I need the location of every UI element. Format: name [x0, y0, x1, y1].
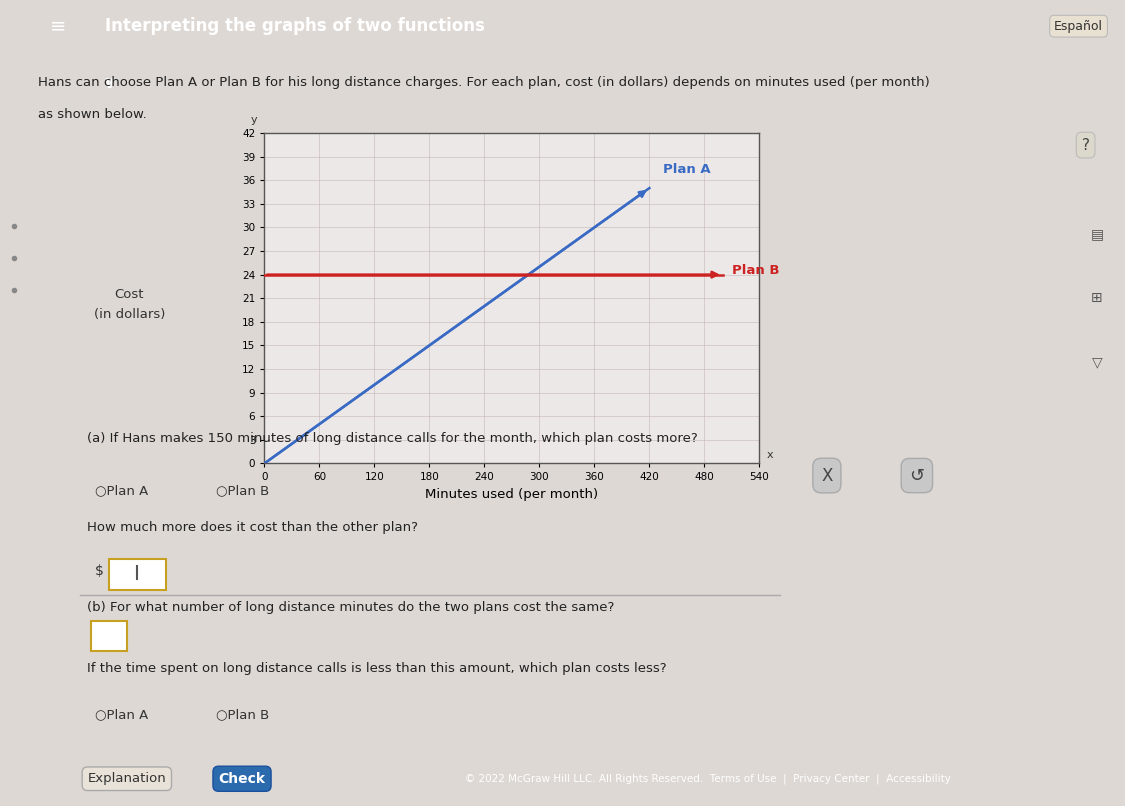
Text: y: y: [251, 115, 256, 125]
Text: ○Plan B: ○Plan B: [216, 708, 269, 721]
Text: as shown below.: as shown below.: [38, 108, 146, 121]
FancyBboxPatch shape: [109, 559, 166, 590]
Text: $: $: [94, 564, 104, 578]
Text: ↺: ↺: [909, 467, 925, 484]
Text: ○Plan A: ○Plan A: [94, 708, 147, 721]
Text: ≡: ≡: [51, 17, 66, 35]
Text: (in dollars): (in dollars): [93, 308, 165, 321]
Text: Plan A: Plan A: [663, 164, 711, 177]
Text: If the time spent on long distance calls is less than this amount, which plan co: If the time spent on long distance calls…: [88, 662, 667, 675]
Text: © 2022 McGraw Hill LLC. All Rights Reserved.  Terms of Use  |  Privacy Center  |: © 2022 McGraw Hill LLC. All Rights Reser…: [466, 774, 951, 784]
Text: ○Plan A: ○Plan A: [94, 484, 147, 497]
Text: Español: Español: [1054, 19, 1102, 33]
Text: Check: Check: [218, 772, 266, 786]
Text: X: X: [821, 467, 832, 484]
Text: ∨: ∨: [104, 73, 117, 92]
Text: Plan B: Plan B: [732, 264, 780, 277]
Text: (a) If Hans makes 150 minutes of long distance calls for the month, which plan c: (a) If Hans makes 150 minutes of long di…: [88, 432, 699, 446]
Text: x: x: [767, 450, 773, 459]
Text: Explanation: Explanation: [88, 772, 166, 785]
Text: Hans can choose Plan A or Plan B for his long distance charges. For each plan, c: Hans can choose Plan A or Plan B for his…: [38, 76, 929, 89]
FancyBboxPatch shape: [91, 621, 127, 651]
Text: ▽: ▽: [1091, 355, 1102, 370]
Text: Cost: Cost: [115, 288, 144, 301]
Text: ⊞: ⊞: [1091, 291, 1102, 305]
Text: ?: ?: [1081, 138, 1090, 152]
Text: (b) For what number of long distance minutes do the two plans cost the same?: (b) For what number of long distance min…: [88, 600, 614, 614]
X-axis label: Minutes used (per month): Minutes used (per month): [425, 488, 598, 501]
Text: Interpreting the graphs of two functions: Interpreting the graphs of two functions: [105, 17, 485, 35]
Text: How much more does it cost than the other plan?: How much more does it cost than the othe…: [88, 521, 418, 534]
Text: ○Plan B: ○Plan B: [216, 484, 269, 497]
Text: ▤: ▤: [1090, 226, 1104, 241]
